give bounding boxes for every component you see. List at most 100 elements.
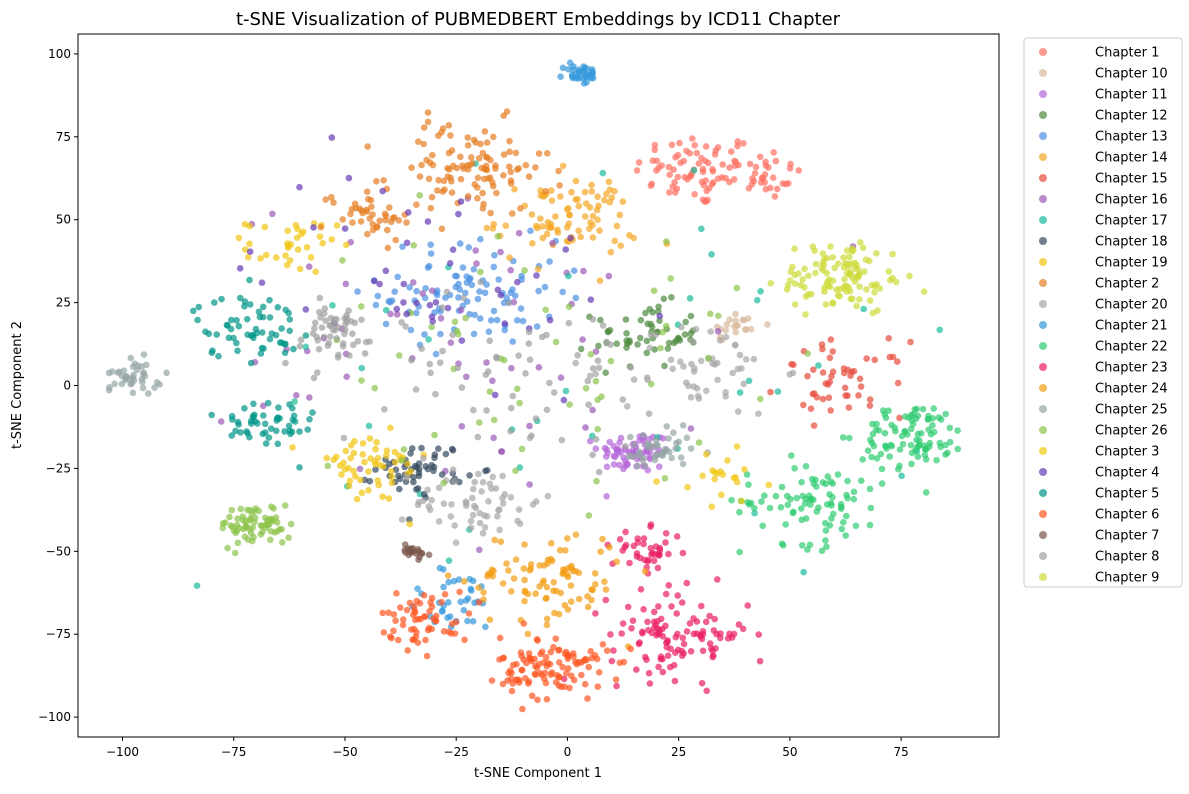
data-point (805, 272, 812, 280)
data-point (350, 449, 358, 457)
data-point (650, 287, 658, 295)
data-point (246, 515, 254, 523)
legend-marker (1039, 426, 1047, 434)
data-point (726, 316, 733, 324)
data-point (716, 337, 724, 344)
data-point (521, 267, 528, 274)
data-point (584, 603, 592, 611)
data-point (333, 222, 341, 229)
data-point (539, 234, 547, 242)
data-point (568, 188, 575, 196)
data-point (562, 246, 569, 253)
data-point (424, 218, 432, 225)
data-point (566, 59, 574, 67)
data-point (714, 576, 721, 583)
data-point (441, 591, 449, 598)
data-point (630, 441, 638, 449)
data-point (404, 473, 411, 481)
x-axis-label: t-SNE Component 1 (474, 766, 602, 781)
data-point (592, 581, 599, 588)
data-point (586, 372, 594, 380)
data-point (589, 212, 597, 220)
data-point (871, 356, 878, 364)
data-point (281, 502, 289, 509)
data-point (596, 227, 603, 234)
data-point (432, 299, 440, 306)
data-point (819, 395, 827, 403)
data-point (627, 645, 634, 653)
data-point (445, 599, 452, 606)
data-point (435, 176, 443, 184)
data-point (384, 226, 391, 234)
data-point (544, 492, 552, 500)
data-point (575, 595, 583, 603)
data-point (481, 524, 489, 531)
data-point (358, 377, 365, 384)
data-point (526, 422, 533, 430)
data-point (432, 350, 440, 358)
data-point (800, 568, 807, 576)
data-point (841, 276, 848, 283)
data-point (564, 652, 572, 660)
data-point (749, 175, 756, 182)
data-point (358, 489, 366, 497)
data-point (241, 533, 249, 540)
data-point (587, 351, 595, 358)
data-point (719, 161, 726, 168)
data-point (859, 456, 866, 463)
data-point (682, 318, 689, 326)
data-point (824, 473, 832, 480)
data-point (664, 652, 672, 659)
legend-label: Chapter 8 (1095, 550, 1159, 565)
data-point (550, 389, 558, 396)
data-point (163, 369, 170, 377)
data-point (587, 648, 594, 655)
data-point (499, 580, 507, 587)
data-point (734, 365, 742, 373)
data-point (673, 610, 680, 617)
data-point (640, 540, 647, 548)
data-point (239, 513, 247, 520)
data-point (629, 617, 637, 624)
data-point (670, 429, 677, 437)
data-point (719, 471, 727, 478)
data-point (527, 227, 534, 235)
data-point (556, 646, 563, 654)
data-point (456, 240, 464, 247)
data-point (911, 406, 919, 413)
data-point (452, 618, 460, 626)
data-point (868, 453, 875, 461)
data-point (538, 648, 546, 656)
x-tick-label: −100 (106, 745, 139, 759)
data-point (566, 401, 573, 408)
data-point (281, 349, 289, 357)
data-point (449, 466, 457, 473)
data-point (464, 617, 471, 625)
data-point (902, 413, 909, 420)
data-point (871, 289, 878, 296)
data-point (425, 175, 433, 183)
data-point (730, 630, 738, 638)
data-point (507, 168, 514, 176)
data-point (503, 560, 510, 567)
data-point (407, 450, 414, 457)
data-point (546, 379, 553, 387)
legend-marker (1039, 111, 1047, 119)
data-point (595, 468, 603, 476)
data-point (564, 535, 571, 542)
data-point (235, 234, 243, 242)
data-point (215, 352, 222, 360)
data-point (620, 658, 628, 666)
data-point (589, 221, 596, 229)
data-point (357, 218, 365, 225)
data-point (637, 586, 645, 593)
data-point (624, 603, 632, 611)
data-point (494, 286, 502, 294)
data-point (248, 420, 255, 427)
data-point (750, 355, 758, 363)
data-point (406, 520, 414, 528)
data-point (736, 548, 743, 556)
data-point (866, 521, 874, 529)
legend-label: Chapter 20 (1095, 298, 1168, 313)
data-point (718, 491, 725, 499)
